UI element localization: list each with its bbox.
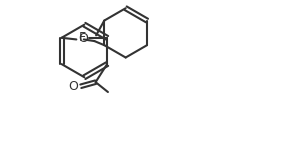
Text: F: F <box>79 31 86 44</box>
Text: O: O <box>78 32 88 45</box>
Text: O: O <box>69 80 78 93</box>
